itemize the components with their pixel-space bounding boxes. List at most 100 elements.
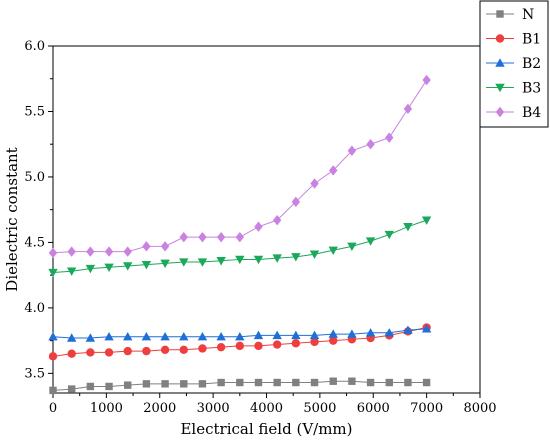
- data-point-b4: [422, 74, 431, 86]
- legend-label-b1: B1: [522, 32, 541, 48]
- data-point-b4: [347, 145, 357, 156]
- data-point-b4: [179, 231, 188, 243]
- data-point-b1: [272, 340, 282, 349]
- data-point-b3: [421, 216, 432, 225]
- data-point-b1: [104, 348, 114, 357]
- series-b3: [48, 216, 432, 278]
- y-tick-label: 5.0: [24, 170, 45, 185]
- data-point-b3: [365, 237, 376, 246]
- data-point-n: [217, 378, 225, 387]
- data-point-b4: [86, 246, 95, 257]
- data-point-b2: [328, 329, 338, 338]
- data-point-b3: [328, 246, 338, 255]
- y-tick-label: 5.5: [24, 104, 45, 119]
- series-b2: [48, 324, 432, 342]
- data-point-b3: [141, 260, 152, 270]
- data-point-b2: [309, 330, 320, 340]
- x-tick-label: 6000: [357, 401, 390, 416]
- legend-marker-b4: [495, 106, 505, 118]
- data-point-n: [348, 377, 356, 385]
- data-point-b4: [385, 132, 394, 143]
- data-point-b3: [104, 263, 114, 272]
- data-point-n: [124, 381, 132, 389]
- series-layer: [48, 74, 432, 395]
- data-point-b2: [48, 331, 58, 341]
- data-point-b2: [235, 331, 245, 341]
- y-tick-label: 4.5: [24, 235, 45, 250]
- x-axis-title: Electrical field (V/mm): [180, 420, 352, 438]
- data-point-b1: [216, 342, 226, 352]
- x-tick-label: 2000: [143, 401, 176, 416]
- data-point-b2: [179, 331, 189, 341]
- data-point-n: [254, 378, 263, 387]
- data-point-b2: [141, 331, 152, 341]
- data-point-b3: [384, 230, 394, 240]
- x-tick-label: 3000: [197, 401, 230, 416]
- data-point-b2: [197, 331, 208, 341]
- data-point-b4: [48, 247, 58, 259]
- data-point-b3: [160, 259, 170, 269]
- data-point-b1: [142, 346, 151, 356]
- data-point-n: [292, 378, 300, 387]
- data-point-n: [422, 378, 431, 387]
- data-point-n: [310, 378, 319, 387]
- data-point-b3: [235, 255, 245, 265]
- data-point-b1: [291, 339, 301, 348]
- y-tick-label: 6.0: [24, 39, 45, 54]
- x-tick-label: 0: [49, 401, 57, 416]
- data-point-b1: [179, 345, 188, 354]
- data-point-b3: [197, 258, 208, 267]
- x-tick-label: 1000: [90, 401, 123, 416]
- data-point-b3: [403, 223, 413, 232]
- x-tick-label: 4000: [250, 401, 283, 416]
- legend-label-b2: B2: [522, 56, 541, 72]
- data-point-n: [404, 378, 412, 387]
- data-point-b1: [198, 344, 207, 353]
- data-point-n: [142, 380, 151, 388]
- data-point-b1: [67, 349, 76, 358]
- data-point-b1: [48, 352, 58, 361]
- data-point-n: [236, 378, 244, 387]
- data-point-b4: [216, 231, 226, 243]
- data-point-b4: [291, 196, 301, 208]
- series-b1: [48, 323, 431, 361]
- y-tick-label: 4.0: [24, 301, 45, 316]
- data-point-b2: [253, 330, 264, 340]
- legend-box: [479, 0, 549, 128]
- data-point-b4: [310, 178, 319, 189]
- data-point-b2: [291, 330, 301, 340]
- data-point-b2: [66, 333, 77, 342]
- data-point-b1: [160, 345, 170, 354]
- data-point-n: [49, 386, 57, 395]
- data-point-b4: [198, 231, 207, 243]
- data-point-b3: [291, 253, 301, 262]
- data-point-b2: [384, 328, 394, 337]
- legend-marker-b3: [495, 83, 505, 93]
- series-b4: [48, 74, 431, 259]
- data-point-b3: [66, 267, 77, 276]
- data-point-b1: [86, 348, 95, 357]
- data-point-n: [86, 382, 95, 391]
- data-point-n: [366, 378, 375, 387]
- y-axis-title: Dielectric constant: [3, 147, 21, 291]
- data-point-b2: [403, 325, 413, 334]
- data-point-b4: [403, 103, 413, 115]
- legend: N B1 B2 B3 B4: [479, 0, 549, 128]
- data-point-n: [180, 380, 188, 388]
- legend-marker-b1: [495, 34, 505, 43]
- data-point-n: [161, 380, 169, 388]
- legend-label-b4: B4: [522, 105, 541, 121]
- data-point-b2: [365, 328, 376, 337]
- data-point-b1: [254, 341, 263, 351]
- data-point-b2: [160, 331, 170, 341]
- data-point-b3: [85, 264, 96, 274]
- data-point-b2: [421, 324, 432, 333]
- data-point-b3: [216, 257, 226, 266]
- x-tick-label: 5000: [303, 401, 336, 416]
- data-point-b3: [309, 250, 320, 259]
- data-point-n: [273, 378, 281, 387]
- data-point-b4: [366, 139, 375, 150]
- legend-marker-b2: [495, 58, 505, 67]
- series-line-b4: [52, 79, 428, 254]
- data-point-b4: [235, 231, 245, 243]
